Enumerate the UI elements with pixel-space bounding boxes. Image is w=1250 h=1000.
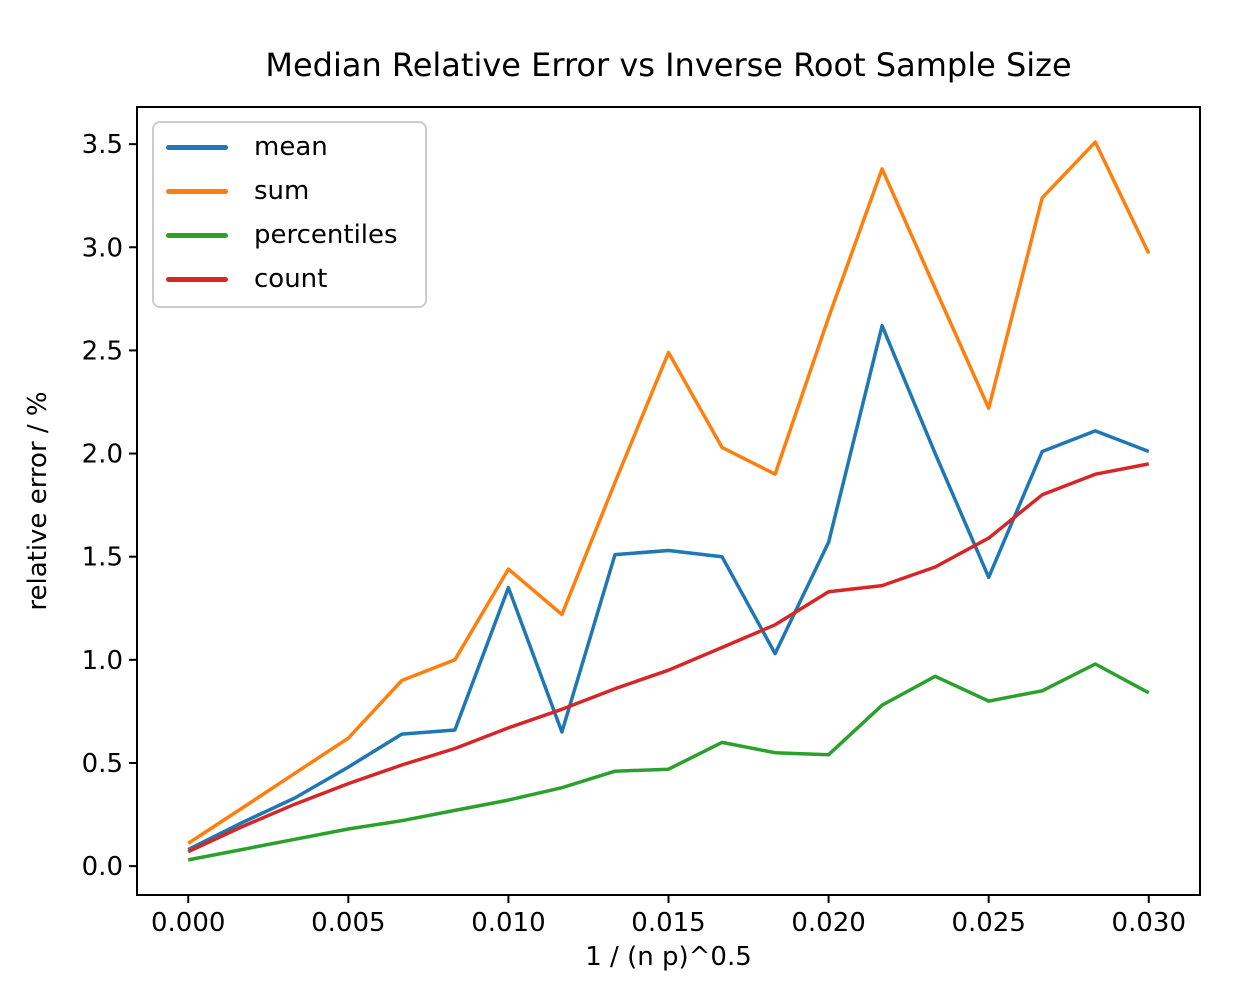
legend-label: count <box>254 264 328 294</box>
legend-entry-sum: sum <box>154 169 425 213</box>
legend-entry-mean: mean <box>154 125 425 169</box>
x-tick-label: 0.025 <box>951 908 1025 938</box>
chart-title: Median Relative Error vs Inverse Root Sa… <box>265 46 1072 84</box>
y-tick-label: 1.5 <box>82 543 123 573</box>
legend-label: mean <box>254 132 328 162</box>
y-tick-label: 0.0 <box>82 852 123 882</box>
series-line-percentiles <box>187 662 1150 862</box>
series-line-count <box>187 462 1150 854</box>
legend-swatch <box>166 188 228 194</box>
x-axis-label: 1 / (n p)^0.5 <box>585 942 752 972</box>
legend-entry-percentiles: percentiles <box>154 213 425 257</box>
legend-swatch <box>166 276 228 282</box>
legend-label: percentiles <box>254 220 398 250</box>
x-tick-label: 0.015 <box>631 908 705 938</box>
y-tick-label: 3.0 <box>82 233 123 263</box>
y-tick-label: 3.5 <box>82 130 123 160</box>
y-tick-label: 0.5 <box>82 749 123 779</box>
legend-swatch <box>166 144 228 150</box>
legend: mean sum percentiles count <box>152 121 427 308</box>
series-line-sum <box>187 140 1151 845</box>
x-tick-label: 0.005 <box>311 908 385 938</box>
x-tick-label: 0.000 <box>151 908 225 938</box>
series-line-mean <box>187 323 1150 852</box>
y-tick-label: 2.0 <box>82 440 123 470</box>
x-tick-label: 0.030 <box>1112 908 1186 938</box>
x-tick-label: 0.020 <box>791 908 865 938</box>
y-tick-label: 2.5 <box>82 336 123 366</box>
y-tick-label: 1.0 <box>82 646 123 676</box>
legend-label: sum <box>254 176 310 206</box>
legend-entry-count: count <box>154 257 425 301</box>
legend-swatch <box>166 232 228 238</box>
x-tick-label: 0.010 <box>471 908 545 938</box>
